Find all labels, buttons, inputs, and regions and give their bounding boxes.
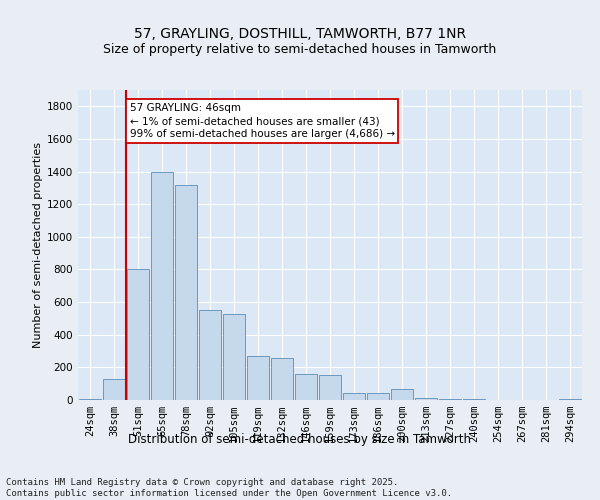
Text: Size of property relative to semi-detached houses in Tamworth: Size of property relative to semi-detach… bbox=[103, 42, 497, 56]
Bar bbox=[439, 398, 461, 400]
Bar bbox=[295, 374, 317, 400]
Bar bbox=[367, 394, 389, 400]
Bar bbox=[391, 388, 413, 400]
Bar bbox=[247, 356, 269, 400]
Bar bbox=[271, 358, 293, 400]
Bar bbox=[415, 398, 437, 400]
Bar bbox=[463, 399, 485, 400]
Text: Distribution of semi-detached houses by size in Tamworth: Distribution of semi-detached houses by … bbox=[128, 432, 472, 446]
Bar bbox=[559, 399, 581, 400]
Bar bbox=[199, 310, 221, 400]
Bar bbox=[319, 374, 341, 400]
Bar bbox=[175, 184, 197, 400]
Bar bbox=[223, 314, 245, 400]
Text: Contains HM Land Registry data © Crown copyright and database right 2025.
Contai: Contains HM Land Registry data © Crown c… bbox=[6, 478, 452, 498]
Bar bbox=[103, 379, 125, 400]
Text: 57 GRAYLING: 46sqm
← 1% of semi-detached houses are smaller (43)
99% of semi-det: 57 GRAYLING: 46sqm ← 1% of semi-detached… bbox=[130, 103, 395, 140]
Y-axis label: Number of semi-detached properties: Number of semi-detached properties bbox=[33, 142, 43, 348]
Bar bbox=[151, 172, 173, 400]
Bar bbox=[127, 270, 149, 400]
Text: 57, GRAYLING, DOSTHILL, TAMWORTH, B77 1NR: 57, GRAYLING, DOSTHILL, TAMWORTH, B77 1N… bbox=[134, 28, 466, 42]
Bar bbox=[79, 399, 101, 400]
Bar bbox=[343, 394, 365, 400]
